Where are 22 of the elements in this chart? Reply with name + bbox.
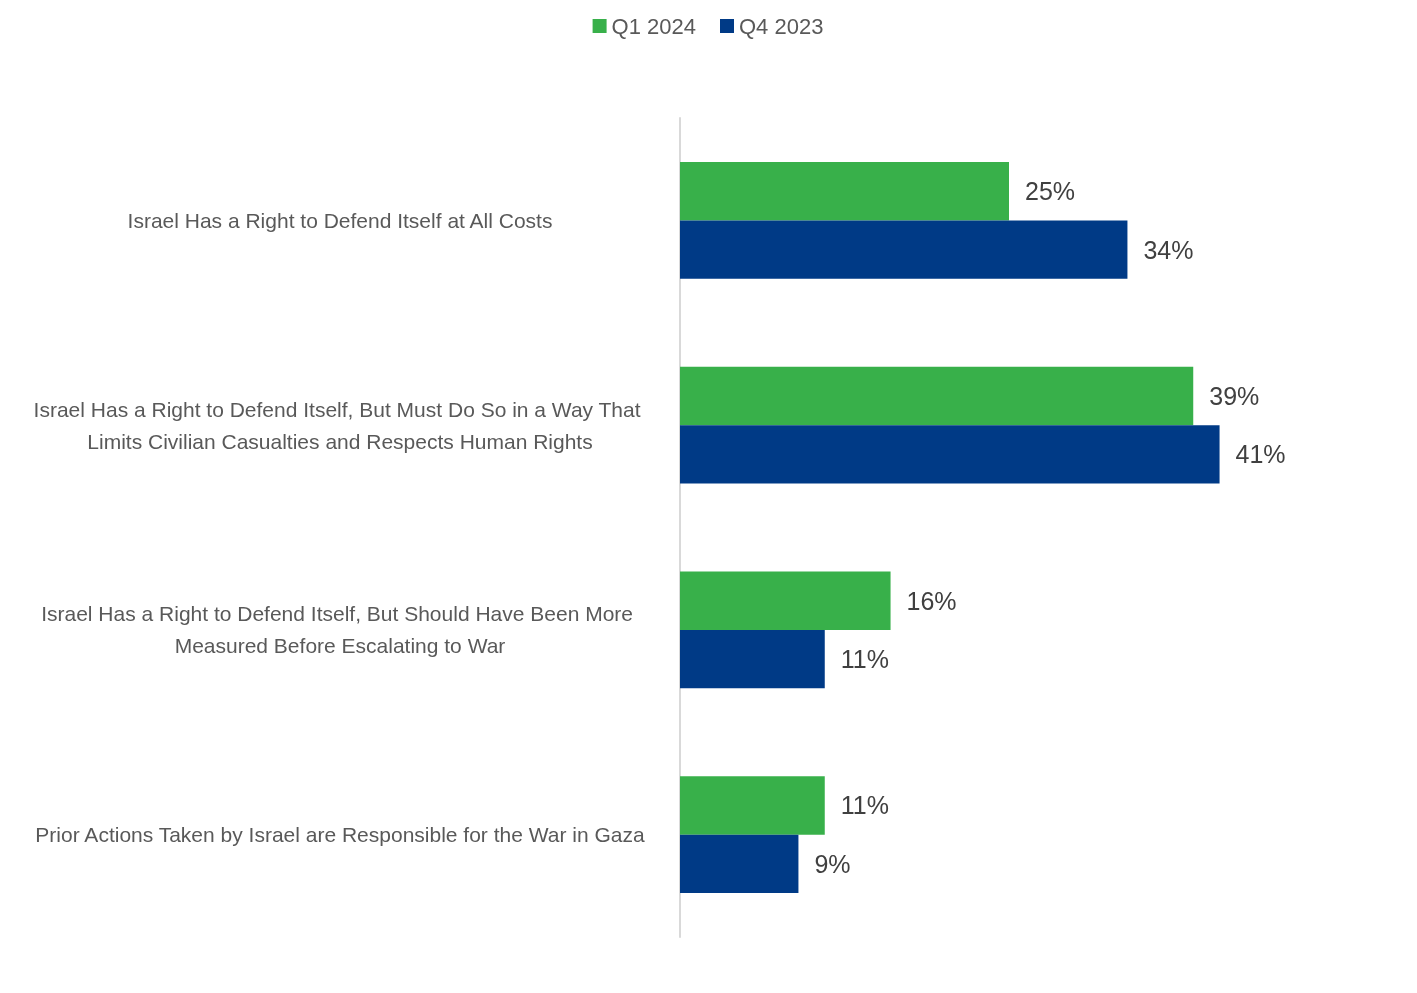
bar xyxy=(680,425,1220,484)
bar xyxy=(680,834,799,893)
data-label: 39% xyxy=(1209,381,1260,410)
y-tick-label: Israel Has a Right to Defend Itself at All Costs xyxy=(127,208,553,232)
data-label: 25% xyxy=(1025,177,1076,206)
data-label: 34% xyxy=(1143,235,1194,264)
y-tick-label: Prior Actions Taken by Israel are Responsible for the War in Gaza xyxy=(35,823,645,847)
data-label: 41% xyxy=(1235,440,1286,469)
legend-label: Q1 2024 xyxy=(611,13,696,39)
bar xyxy=(680,220,1128,279)
legend-label: Q4 2023 xyxy=(739,13,824,39)
bar xyxy=(680,629,825,689)
bar xyxy=(680,776,825,835)
data-label: 16% xyxy=(906,586,957,615)
bar xyxy=(680,366,1194,426)
bar xyxy=(680,571,891,630)
bar xyxy=(680,162,1009,221)
data-label: 11% xyxy=(840,645,889,674)
data-label: 11% xyxy=(840,791,889,820)
y-tick-label: Israel Has a Right to Defend Itself, But Must Do So in a Way That Limits Civilian Casualties and Respects Human Rights xyxy=(33,397,647,453)
data-label: 9% xyxy=(814,849,851,878)
y-tick-label: Israel Has a Right to Defend Itself, But Should Have Been More Measured Before Escalating to War xyxy=(41,602,639,658)
